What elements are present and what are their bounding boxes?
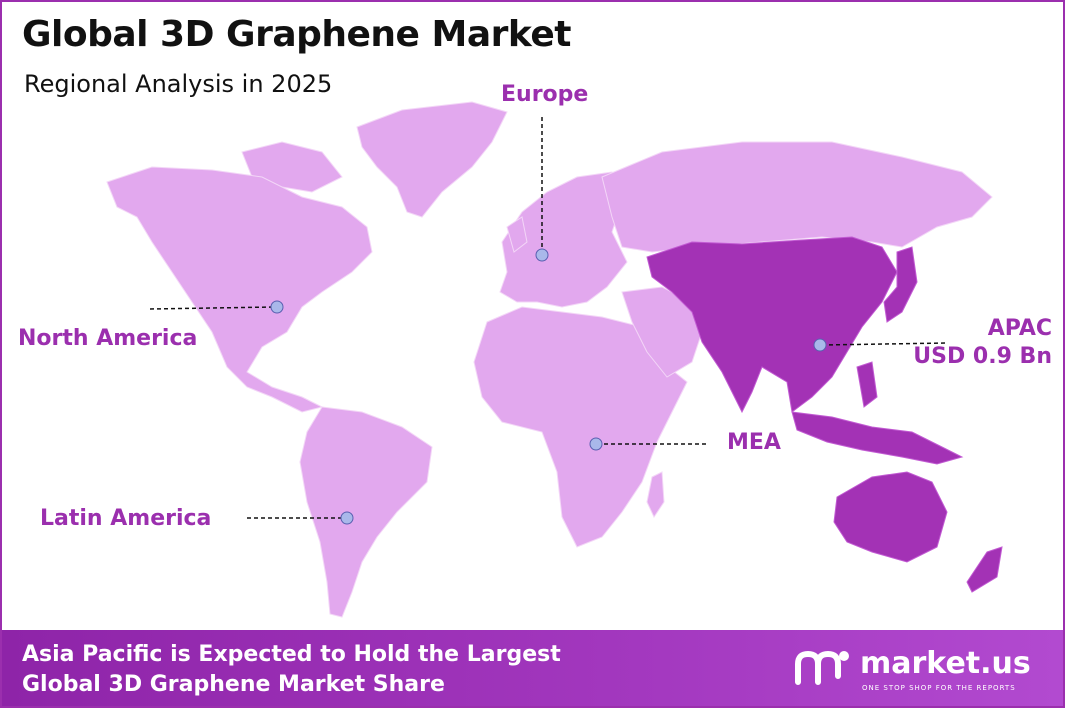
landmass-australia bbox=[833, 471, 948, 563]
footer-banner: Asia Pacific is Expected to Hold the Lar… bbox=[2, 630, 1063, 706]
landmass-greenland bbox=[356, 101, 508, 218]
landmass-uk bbox=[506, 216, 528, 253]
landmass-asia-pacific bbox=[646, 236, 898, 414]
landmass-japan bbox=[883, 246, 918, 323]
page-title: Global 3D Graphene Market bbox=[22, 14, 571, 55]
landmass-se-asia-islands bbox=[791, 411, 964, 465]
landmass-africa bbox=[473, 306, 688, 548]
label-apac-value: USD 0.9 Bn bbox=[913, 344, 1052, 369]
brand-tagline: ONE STOP SHOP FOR THE REPORTS bbox=[862, 684, 1016, 692]
label-mea: MEA bbox=[727, 430, 781, 455]
landmass-north-america bbox=[106, 166, 373, 413]
brand-name: market.us bbox=[860, 646, 1031, 681]
landmass-philippines bbox=[856, 361, 878, 408]
landmass-madagascar bbox=[646, 471, 665, 519]
marker-latin-america bbox=[340, 511, 354, 525]
landmass-europe bbox=[499, 171, 628, 308]
label-apac: APAC USD 0.9 Bn bbox=[902, 315, 1052, 371]
brand-logo: market.us ONE STOP SHOP FOR THE REPORTS bbox=[792, 646, 1042, 696]
landmass-russia bbox=[601, 141, 993, 253]
label-europe: Europe bbox=[501, 82, 589, 107]
footer-line-2: Global 3D Graphene Market Share bbox=[22, 672, 445, 697]
label-latin-america: Latin America bbox=[40, 506, 212, 531]
footer-line-1: Asia Pacific is Expected to Hold the Lar… bbox=[22, 642, 561, 667]
footer-text: Asia Pacific is Expected to Hold the Lar… bbox=[22, 640, 561, 700]
brand-icon bbox=[795, 650, 849, 685]
landmass-new-zealand bbox=[966, 546, 1003, 593]
label-apac-name: APAC bbox=[987, 316, 1052, 341]
marker-north-america bbox=[270, 300, 284, 314]
landmass-south-america bbox=[299, 406, 433, 618]
marker-europe bbox=[535, 248, 549, 262]
world-map bbox=[106, 101, 1003, 618]
page-subtitle: Regional Analysis in 2025 bbox=[24, 70, 333, 98]
marker-apac bbox=[813, 338, 827, 352]
label-north-america: North America bbox=[18, 326, 198, 351]
marker-mea bbox=[589, 437, 603, 451]
